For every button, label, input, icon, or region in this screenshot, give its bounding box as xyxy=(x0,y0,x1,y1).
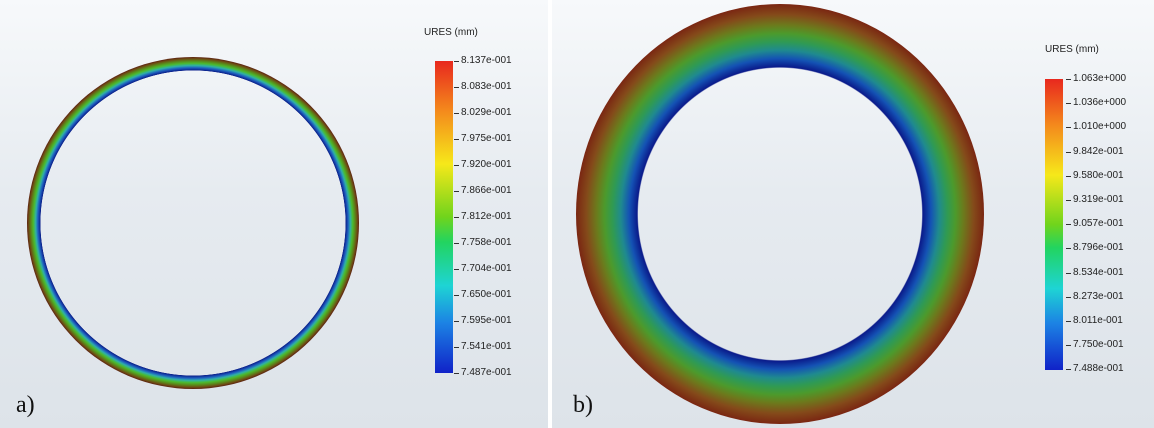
colorbar-a xyxy=(435,61,453,373)
b-tick-label: 8.273e-001 xyxy=(1066,290,1124,302)
a-tick-label: 7.541e-001 xyxy=(454,341,512,352)
panel-label-b: b) xyxy=(573,392,593,418)
b-tick-label: 1.010e+000 xyxy=(1065,121,1127,133)
a-tick-label: 7.650e-001 xyxy=(454,289,512,300)
a-tick-label: 7.758e-001 xyxy=(454,237,512,248)
b-tick-label: 7.488e-001 xyxy=(1066,363,1124,375)
legend-title-a: URES (mm) xyxy=(424,27,478,38)
b-tick-label: 9.057e-001 xyxy=(1066,218,1124,230)
panel-label-a: a) xyxy=(16,392,35,418)
a-tick-label: 7.975e-001 xyxy=(454,133,512,144)
a-tick-label: 7.595e-001 xyxy=(454,315,512,326)
a-tick-label: 7.866e-001 xyxy=(454,185,512,196)
b-tick-label: 7.750e-001 xyxy=(1066,339,1124,351)
b-tick-label: 8.534e-001 xyxy=(1066,266,1124,278)
b-tick-label: 9.842e-001 xyxy=(1066,145,1124,157)
b-tick-label: 1.063e+000 xyxy=(1065,73,1127,84)
b-tick-label: 1.036e+000 xyxy=(1065,97,1127,109)
a-tick-label: 7.704e-001 xyxy=(454,263,512,274)
b-tick-label: 8.011e-001 xyxy=(1066,315,1123,326)
b-tick-label: 9.319e-001 xyxy=(1066,194,1124,205)
colorbar-b xyxy=(1045,79,1063,370)
legend-title-b: URES (mm) xyxy=(1045,44,1099,55)
a-tick-label: 7.812e-001 xyxy=(454,211,512,222)
a-tick-label: 8.083e-001 xyxy=(454,81,512,92)
b-tick-label: 9.580e-001 xyxy=(1066,169,1124,181)
a-tick-label: 7.487e-001 xyxy=(454,367,512,378)
a-tick-label: 8.029e-001 xyxy=(454,107,512,118)
a-tick-label: 7.920e-001 xyxy=(454,159,512,170)
b-tick-label: 8.796e-001 xyxy=(1066,242,1124,254)
thick-ring-displacement-plot xyxy=(576,4,984,424)
thin-ring-displacement-plot xyxy=(27,57,359,389)
a-tick-label: 8.137e-001 xyxy=(454,55,512,66)
